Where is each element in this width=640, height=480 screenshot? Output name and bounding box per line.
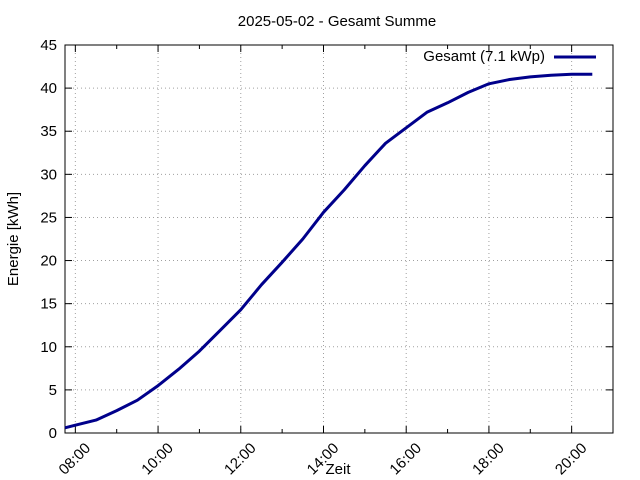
y-tick-label: 45 [40, 37, 57, 54]
y-tick-label: 10 [40, 339, 57, 356]
y-tick-label: 25 [40, 209, 57, 226]
grid [65, 45, 613, 433]
x-tick-label: 16:00 [386, 440, 425, 479]
y-tick-label: 5 [49, 382, 57, 399]
chart-title: 2025-05-02 - Gesamt Summe [238, 13, 436, 30]
x-axis-label: Zeit [325, 461, 351, 478]
x-tick-label: 20:00 [552, 440, 591, 479]
y-tick-label: 35 [40, 123, 57, 140]
y-tick-label: 30 [40, 166, 57, 183]
series-line-0 [64, 72, 593, 430]
x-tick-label: 12:00 [221, 440, 260, 479]
x-tick-label: 08:00 [56, 440, 95, 479]
y-tick-label: 40 [40, 80, 57, 97]
legend-label: Gesamt (7.1 kWp) [423, 48, 545, 65]
legend: Gesamt (7.1 kWp) [423, 48, 596, 65]
series-layer [64, 72, 593, 430]
x-tick-label: 10:00 [138, 440, 177, 479]
y-tick-label: 15 [40, 296, 57, 313]
y-axis-label: Energie [kWh] [5, 192, 22, 286]
x-tick-label: 18:00 [469, 440, 508, 479]
y-tick-label: 0 [49, 425, 57, 442]
y-tick-label: 20 [40, 253, 57, 270]
plot-frame [64, 44, 614, 434]
